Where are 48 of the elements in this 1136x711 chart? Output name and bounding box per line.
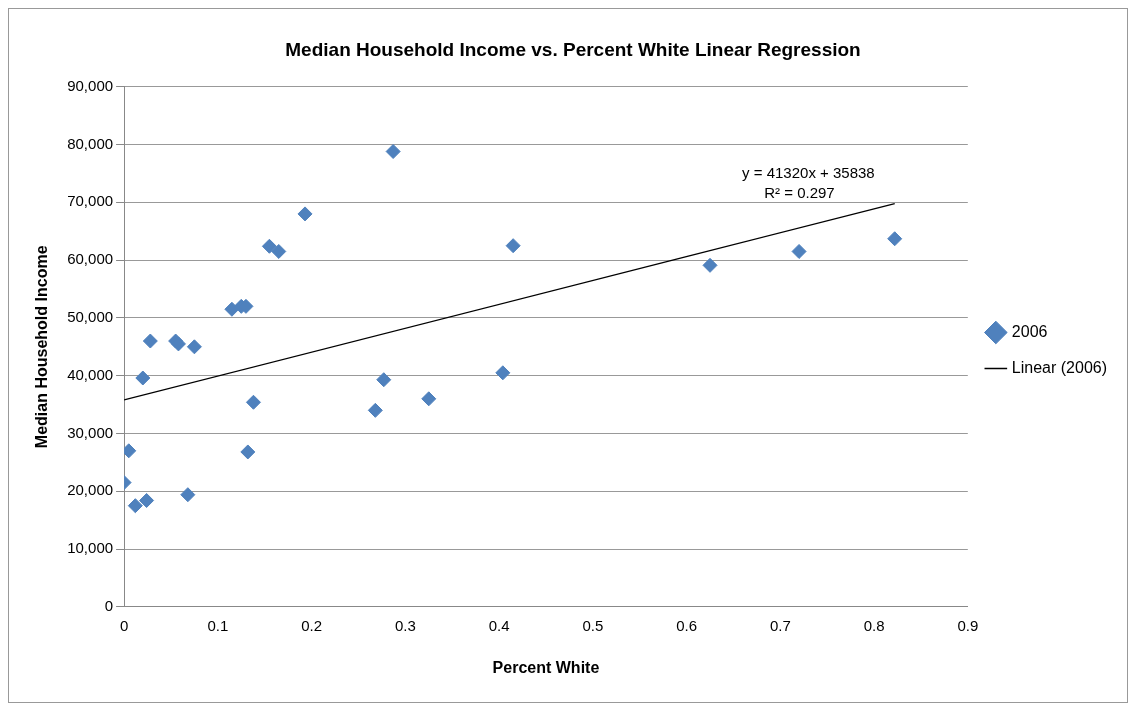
x-tick-label: 0.6: [676, 616, 698, 634]
point: [139, 492, 155, 508]
point: [261, 238, 277, 254]
y-tick-label: 50,000: [67, 308, 114, 326]
point: [142, 333, 158, 349]
point: [245, 394, 261, 410]
point: [224, 301, 240, 317]
x-tick-label: 0.7: [769, 616, 791, 634]
y-tick-label: 90,000: [67, 76, 114, 94]
point: [791, 243, 807, 259]
point: [180, 487, 196, 503]
point: [702, 257, 718, 273]
point: [297, 206, 313, 222]
y-tick-label: 80,000: [67, 134, 114, 152]
point: [127, 498, 143, 514]
point: [505, 238, 521, 254]
y-axis-title: Median Household Income: [33, 245, 51, 449]
y-tick-label: 0: [104, 596, 114, 614]
y-tick-label: 30,000: [67, 423, 114, 441]
legend-label: Linear (2006): [1011, 358, 1107, 376]
annotation: y = 41320x + 35838: [742, 164, 875, 182]
x-tick-label: 0.4: [488, 616, 510, 634]
point: [135, 370, 151, 386]
x-tick-label: 0.1: [207, 616, 229, 634]
point: [887, 231, 903, 247]
point: [376, 372, 392, 388]
y-tick-label: 20,000: [67, 481, 114, 499]
x-tick-label: 0: [119, 616, 129, 634]
y-tick-label: 10,000: [67, 539, 114, 557]
point: [385, 144, 401, 160]
point: [186, 339, 202, 355]
x-axis-title: Percent White: [492, 658, 600, 676]
x-tick-label: 0.5: [582, 616, 604, 634]
point: [271, 243, 287, 259]
annotation: R² = 0.297: [764, 184, 835, 202]
point: [240, 444, 256, 460]
legend-label: 2006: [1011, 322, 1048, 340]
x-tick-label: 0.2: [301, 616, 323, 634]
y-tick-label: 60,000: [67, 250, 114, 268]
x-tick-label: 0.8: [863, 616, 885, 634]
x-tick-label: 0.3: [394, 616, 416, 634]
point: [367, 402, 383, 418]
chart-title: Median Household Income vs. Percent White Linear Regression: [285, 38, 861, 60]
y-tick-label: 40,000: [67, 365, 114, 383]
y-tick-label: 70,000: [67, 192, 114, 210]
point: [421, 391, 437, 407]
point: [495, 365, 511, 381]
x-tick-label: 0.9: [957, 616, 979, 634]
